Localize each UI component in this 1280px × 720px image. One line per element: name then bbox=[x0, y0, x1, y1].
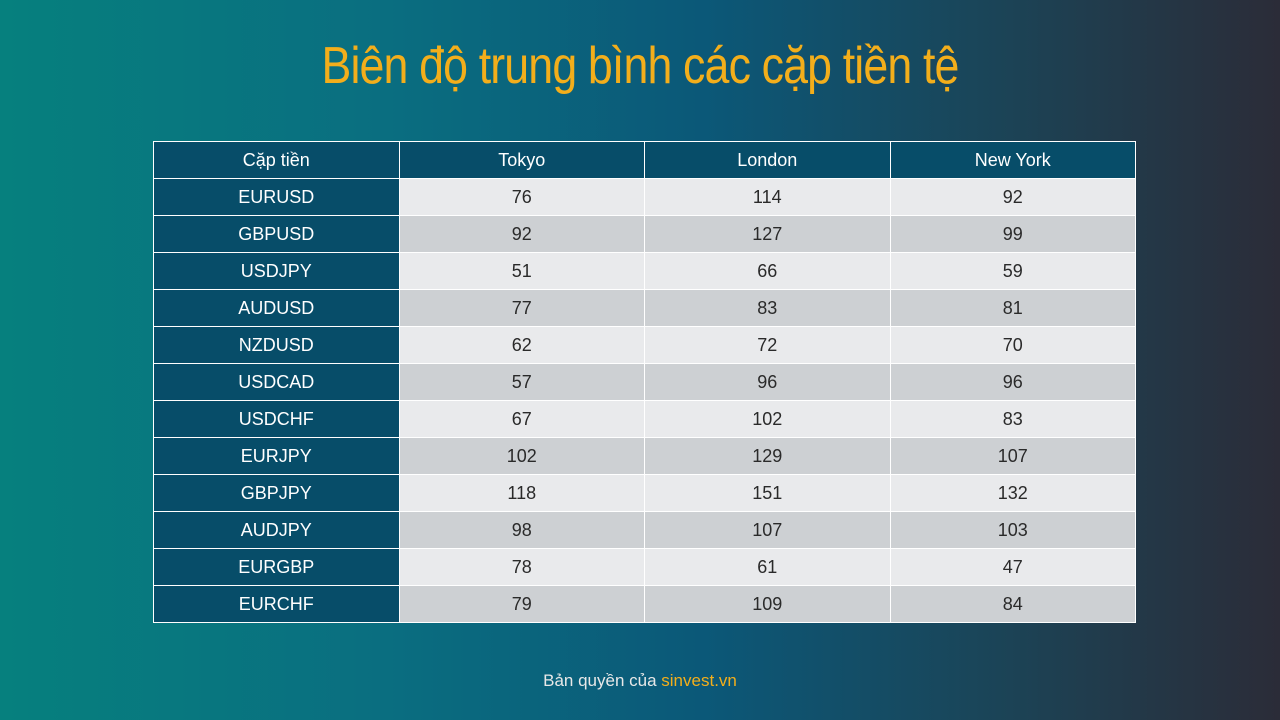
tokyo-cell: 92 bbox=[398, 215, 645, 253]
table-row: USDCAD 57 96 96 bbox=[153, 363, 1136, 401]
london-cell: 102 bbox=[644, 400, 891, 438]
london-cell: 61 bbox=[644, 548, 891, 586]
london-cell: 114 bbox=[644, 178, 891, 216]
tokyo-cell: 62 bbox=[398, 326, 645, 364]
london-cell: 109 bbox=[644, 585, 891, 623]
table-row: USDCHF 67 102 83 bbox=[153, 400, 1136, 438]
tokyo-cell: 79 bbox=[398, 585, 645, 623]
tokyo-cell: 98 bbox=[398, 511, 645, 549]
tokyo-cell: 77 bbox=[398, 289, 645, 327]
tokyo-cell: 67 bbox=[398, 400, 645, 438]
pair-cell: GBPJPY bbox=[153, 474, 400, 512]
brand-link[interactable]: sinvest.vn bbox=[661, 671, 737, 690]
newyork-cell: 99 bbox=[889, 215, 1136, 253]
pair-cell: USDCHF bbox=[153, 400, 400, 438]
london-cell: 107 bbox=[644, 511, 891, 549]
london-cell: 129 bbox=[644, 437, 891, 475]
pair-cell: USDJPY bbox=[153, 252, 400, 290]
pair-cell: EURUSD bbox=[153, 178, 400, 216]
column-header-pair: Cặp tiền bbox=[153, 141, 400, 179]
newyork-cell: 70 bbox=[889, 326, 1136, 364]
london-cell: 72 bbox=[644, 326, 891, 364]
newyork-cell: 47 bbox=[889, 548, 1136, 586]
column-header-newyork: New York bbox=[889, 141, 1136, 179]
tokyo-cell: 57 bbox=[398, 363, 645, 401]
newyork-cell: 83 bbox=[889, 400, 1136, 438]
pair-cell: EURGBP bbox=[153, 548, 400, 586]
newyork-cell: 81 bbox=[889, 289, 1136, 327]
london-cell: 83 bbox=[644, 289, 891, 327]
pair-cell: USDCAD bbox=[153, 363, 400, 401]
newyork-cell: 59 bbox=[889, 252, 1136, 290]
pair-cell: GBPUSD bbox=[153, 215, 400, 253]
table-row: GBPJPY 118 151 132 bbox=[153, 474, 1136, 512]
newyork-cell: 103 bbox=[889, 511, 1136, 549]
copyright-prefix: Bản quyền của bbox=[543, 671, 657, 690]
pair-cell: AUDUSD bbox=[153, 289, 400, 327]
newyork-cell: 132 bbox=[889, 474, 1136, 512]
table-row: USDJPY 51 66 59 bbox=[153, 252, 1136, 290]
newyork-cell: 84 bbox=[889, 585, 1136, 623]
newyork-cell: 107 bbox=[889, 437, 1136, 475]
pair-cell: NZDUSD bbox=[153, 326, 400, 364]
table-row: EURJPY 102 129 107 bbox=[153, 437, 1136, 475]
tokyo-cell: 51 bbox=[398, 252, 645, 290]
page-title: Biên độ trung bình các cặp tiền tệ bbox=[321, 37, 959, 95]
column-header-tokyo: Tokyo bbox=[398, 141, 645, 179]
table-row: AUDJPY 98 107 103 bbox=[153, 511, 1136, 549]
table-row: NZDUSD 62 72 70 bbox=[153, 326, 1136, 364]
london-cell: 66 bbox=[644, 252, 891, 290]
newyork-cell: 92 bbox=[889, 178, 1136, 216]
table-row: AUDUSD 77 83 81 bbox=[153, 289, 1136, 327]
copyright-footer: Bản quyền của sinvest.vn bbox=[0, 668, 1280, 694]
pair-cell: EURCHF bbox=[153, 585, 400, 623]
column-header-london: London bbox=[644, 141, 891, 179]
tokyo-cell: 118 bbox=[398, 474, 645, 512]
table-row: EURGBP 78 61 47 bbox=[153, 548, 1136, 586]
table-row: GBPUSD 92 127 99 bbox=[153, 215, 1136, 253]
london-cell: 96 bbox=[644, 363, 891, 401]
currency-range-table: Cặp tiền Tokyo London New York EURUSD 76 1… bbox=[153, 141, 1136, 623]
table-row: EURUSD 76 114 92 bbox=[153, 178, 1136, 216]
pair-cell: EURJPY bbox=[153, 437, 400, 475]
table-header-row: Cặp tiền Tokyo London New York bbox=[153, 141, 1136, 179]
tokyo-cell: 76 bbox=[398, 178, 645, 216]
london-cell: 151 bbox=[644, 474, 891, 512]
newyork-cell: 96 bbox=[889, 363, 1136, 401]
london-cell: 127 bbox=[644, 215, 891, 253]
pair-cell: AUDJPY bbox=[153, 511, 400, 549]
table-row: EURCHF 79 109 84 bbox=[153, 585, 1136, 623]
tokyo-cell: 78 bbox=[398, 548, 645, 586]
tokyo-cell: 102 bbox=[398, 437, 645, 475]
